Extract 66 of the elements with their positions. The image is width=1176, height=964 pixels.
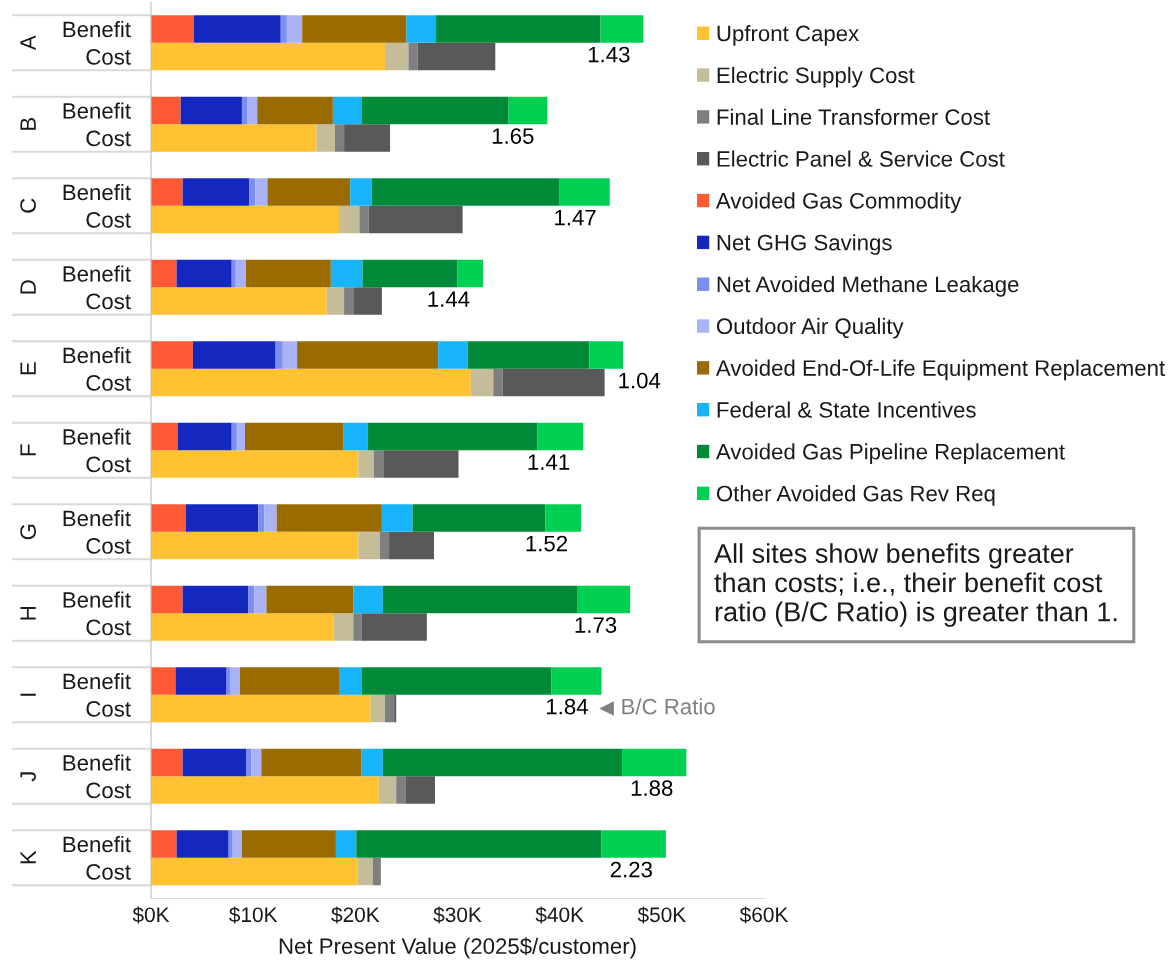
legend-label: Upfront Capex	[717, 25, 859, 46]
y-tick-label: Benefit	[63, 346, 131, 364]
text: A	[20, 35, 36, 51]
annotation: 1.73	[575, 617, 617, 633]
annotation: 1.43	[588, 46, 630, 63]
x-tick-label: $60K	[739, 906, 789, 924]
y-tick-label: Cost	[86, 375, 131, 391]
annotation: B/C Ratio	[622, 698, 715, 715]
legend-label: Avoided End-Of-Life Equipment Replacement	[715, 359, 1165, 381]
y-tick-label: Benefit	[63, 672, 131, 690]
y-tick-label: Cost	[86, 538, 131, 554]
x-tick-label: $20K	[331, 906, 380, 924]
text: J	[20, 772, 36, 782]
legend-label: Electric Panel & Service Cost	[717, 150, 1005, 167]
legend-label: Net Avoided Methane Leakage	[717, 275, 1019, 297]
y-tick-label: Benefit	[63, 509, 131, 527]
x-tick-label: $30K	[433, 906, 482, 924]
y-tick-label: Cost	[86, 212, 131, 228]
annotation: 1.41	[528, 454, 570, 470]
y-tick-label: Benefit	[63, 102, 131, 119]
y-tick-label: Cost	[86, 782, 131, 799]
annotation: 1.04	[619, 372, 661, 389]
y-tick-label: Benefit	[63, 428, 131, 445]
y-tick-label: Benefit	[63, 265, 131, 282]
text: H	[20, 607, 36, 620]
text: E	[20, 362, 36, 375]
annotation: 1.88	[631, 780, 673, 796]
x-tick-label: $50K	[637, 906, 686, 924]
annotation: 1.52	[526, 535, 568, 552]
y-tick-label: Cost	[86, 619, 131, 636]
legend-label: Outdoor Air Quality	[716, 317, 904, 339]
annotation: 1.84	[547, 698, 588, 715]
y-tick-label: Benefit	[63, 20, 131, 38]
text: B	[20, 118, 36, 130]
legend-label: Final Line Transformer Cost	[717, 108, 990, 125]
y-tick-label: Cost	[86, 456, 131, 473]
x-axis-title: Net Present Value (2025$/customer)	[279, 937, 636, 959]
annotation: 1.47	[555, 209, 596, 226]
y-tick-label: Cost	[86, 49, 131, 65]
x-tick-label: $10K	[229, 906, 278, 924]
x-tick-label: $40K	[535, 906, 584, 924]
y-tick-label: Benefit	[63, 754, 131, 771]
legend-label: Federal & State Incentives	[717, 401, 976, 418]
x-tick-label: $0K	[132, 906, 170, 924]
text: K	[20, 850, 36, 864]
text: C	[20, 198, 36, 213]
y-tick-label: Cost	[86, 293, 131, 310]
annotation: 2.23	[610, 861, 652, 878]
legend-label: Other Avoided Gas Rev Req	[716, 485, 995, 506]
legend-label: Avoided Gas Pipeline Replacement	[715, 443, 1065, 464]
legend-label: Net GHG Savings	[717, 234, 892, 255]
y-tick-label: Cost	[86, 864, 131, 880]
y-tick-label: Cost	[86, 130, 131, 147]
annotation: 1.44	[428, 291, 470, 307]
annotation: 1.65	[492, 128, 534, 144]
text: G	[20, 524, 36, 540]
y-tick-label: Benefit	[63, 591, 131, 608]
text: F	[20, 444, 36, 456]
legend-label: Electric Supply Cost	[717, 66, 915, 88]
legend-label: Avoided Gas Commodity	[715, 192, 962, 214]
text: D	[20, 280, 36, 294]
y-tick-label: Benefit	[63, 835, 131, 853]
annotation: All sites show benefits greater than costs; i.e., their benefit cost ratio (B/C Ratio) is greater than 1.	[714, 543, 1117, 627]
y-tick-label: Cost	[86, 701, 131, 717]
y-tick-label: Benefit	[63, 183, 131, 201]
text: I	[20, 693, 36, 696]
